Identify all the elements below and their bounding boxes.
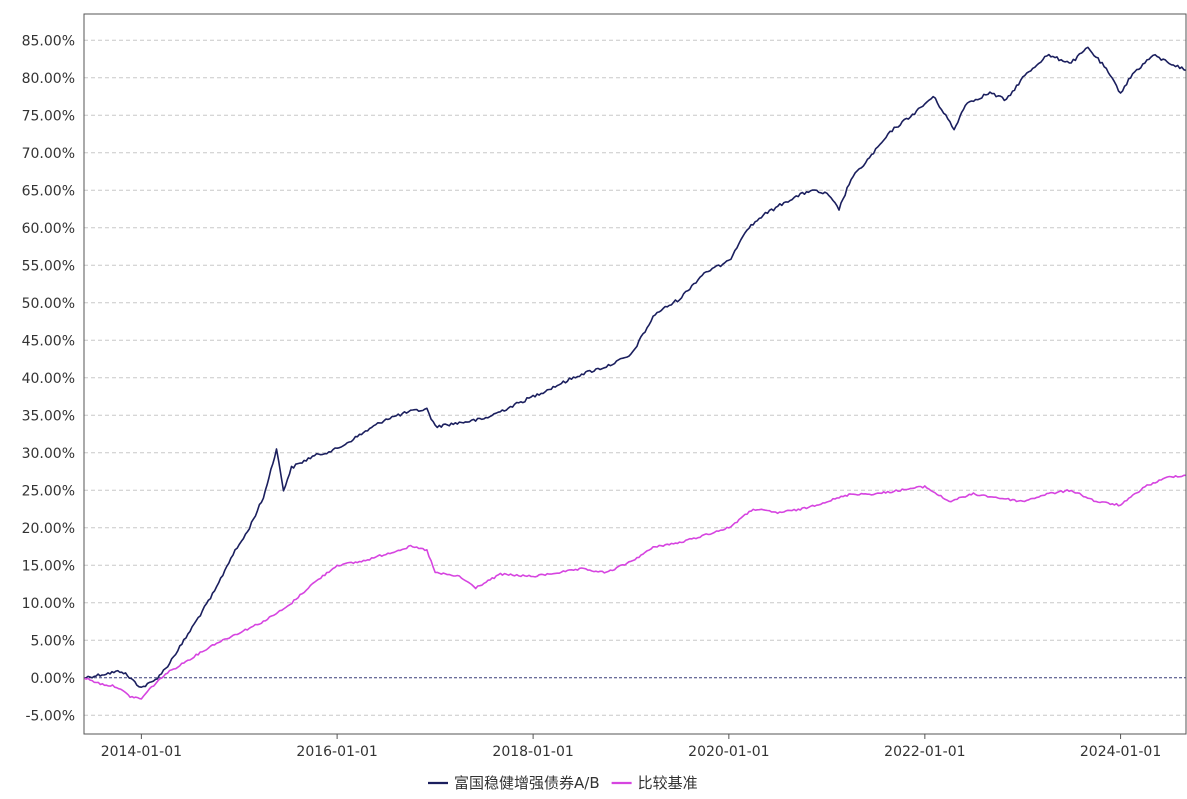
y-tick-label: 50.00% <box>22 296 75 312</box>
benchmark-series-line <box>83 474 1186 700</box>
y-tick-label: 30.00% <box>22 446 75 462</box>
y-tick-label: 55.00% <box>22 258 75 274</box>
y-tick-label: 60.00% <box>22 221 75 237</box>
x-tick-label: 2022-01-01 <box>884 744 965 760</box>
x-axis-ticks: 2014-01-01 2016-01-01 2018-01-01 2020-01-01… <box>101 734 1161 760</box>
y-tick-label: 75.00% <box>22 108 75 124</box>
x-tick-label: 2014-01-01 <box>101 744 182 760</box>
legend: 富国稳健增强债券A/B 比较基准 <box>428 774 698 792</box>
grid-lines <box>84 39 1186 716</box>
y-tick-label: 70.00% <box>22 146 75 162</box>
x-tick-label: 2024-01-01 <box>1080 744 1161 760</box>
x-tick-label: 2020-01-01 <box>688 744 769 760</box>
legend-label: 比较基准 <box>638 774 698 792</box>
y-tick-label: -5.00% <box>25 708 75 724</box>
fund-series-line <box>83 46 1187 688</box>
y-tick-label: 65.00% <box>22 183 75 199</box>
y-tick-label: 5.00% <box>31 633 75 649</box>
y-tick-label: 35.00% <box>22 408 75 424</box>
y-tick-label: 0.00% <box>31 671 75 687</box>
y-axis-ticks: -5.00% 0.00% 5.00% 10.00% 15.00% 20.00% 25.00%… <box>22 33 75 724</box>
x-tick-label: 2016-01-01 <box>296 744 377 760</box>
y-tick-label: 80.00% <box>22 71 75 87</box>
y-tick-label: 10.00% <box>22 596 75 612</box>
plot-frame <box>83 13 1187 735</box>
y-tick-label: 85.00% <box>22 33 75 49</box>
x-tick-label: 2018-01-01 <box>492 744 573 760</box>
y-tick-label: 20.00% <box>22 521 75 537</box>
y-tick-label: 15.00% <box>22 558 75 574</box>
legend-label: 富国稳健增强债券A/B <box>454 774 600 792</box>
y-tick-label: 45.00% <box>22 333 75 349</box>
series-lines <box>83 46 1187 700</box>
y-tick-label: 40.00% <box>22 371 75 387</box>
y-tick-label: 25.00% <box>22 483 75 499</box>
